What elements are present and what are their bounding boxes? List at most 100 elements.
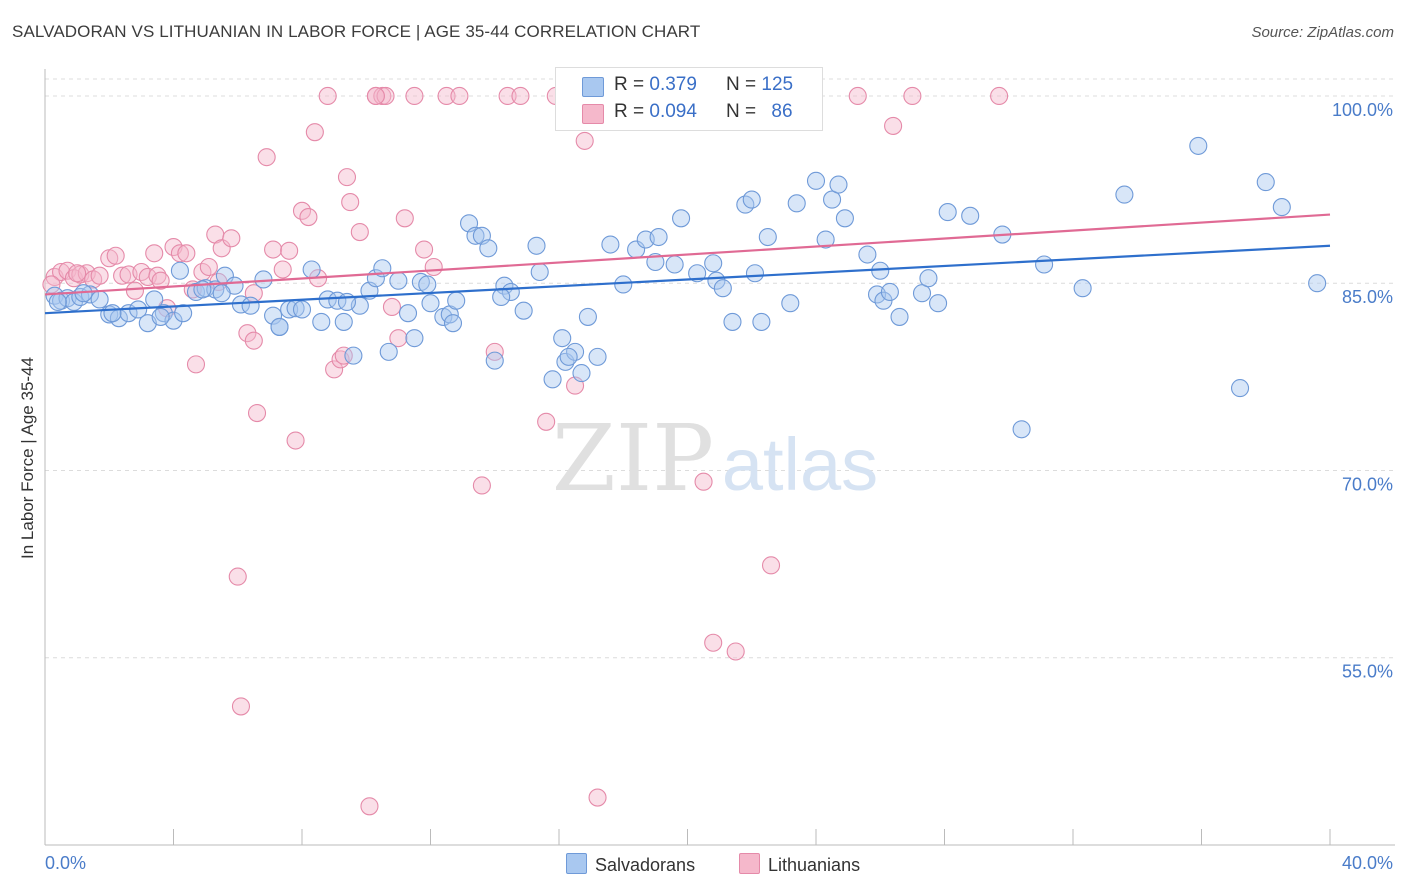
- lithuanians-point: [212, 239, 231, 258]
- salvadorans-point: [170, 261, 189, 280]
- y-tick-label: 55.0%: [1342, 662, 1393, 682]
- legend-r: R = 0.379: [614, 74, 697, 95]
- lithuanians-point: [450, 86, 469, 106]
- lithuanians-point: [366, 86, 385, 106]
- lithuanians-point: [334, 346, 353, 365]
- salvadorans-point: [264, 306, 283, 325]
- salvadorans-point: [723, 312, 742, 331]
- trend-line-lithuanians: [44, 213, 1331, 296]
- lithuanians-point: [726, 642, 745, 661]
- watermark-zip: ZIP: [552, 405, 714, 512]
- salvadorans-point: [1189, 136, 1208, 155]
- x-tick-label: 0.0%: [45, 853, 86, 873]
- salvadorans-point: [588, 347, 607, 366]
- lithuanians-point: [437, 86, 456, 106]
- salvadorans-point: [418, 275, 437, 294]
- lithuanians-point: [575, 131, 594, 150]
- lithuanians-point: [113, 266, 132, 285]
- salvadorans-point: [1012, 420, 1031, 439]
- salvadorans-point: [816, 230, 835, 249]
- salvadorans-point: [919, 269, 938, 288]
- lithuanians-point: [903, 86, 922, 106]
- salvadorans-point: [447, 291, 466, 310]
- salvadorans-point: [312, 312, 331, 331]
- lithuanians-point: [273, 260, 292, 279]
- watermark-atlas: atlas: [722, 423, 878, 506]
- salvadorans-point: [835, 209, 854, 228]
- lithuanians-point: [337, 168, 357, 187]
- salvadorans-point: [1256, 173, 1275, 192]
- salvadorans-point: [614, 275, 633, 294]
- lithuanians-point: [186, 355, 206, 374]
- lithuanians-point: [389, 329, 408, 348]
- legend-swatch-pink: [739, 853, 760, 874]
- salvadorans-point: [553, 329, 572, 348]
- lithuanians-point: [145, 244, 164, 263]
- salvadorans-point: [578, 307, 597, 326]
- lithuanians-point: [257, 148, 276, 167]
- lithuanians-point: [305, 123, 324, 142]
- lithuanians-point: [231, 697, 251, 716]
- lithuanians-point: [360, 797, 379, 816]
- salvadorans-point: [745, 264, 765, 283]
- salvadorans-point: [880, 282, 899, 302]
- salvadorans-point: [103, 304, 122, 323]
- y-tick-label: 100.0%: [1332, 100, 1393, 120]
- salvadorans-point: [1272, 198, 1291, 217]
- salvadorans-point: [781, 294, 800, 313]
- legend-swatch-blue: [566, 853, 587, 874]
- lithuanians-point: [318, 86, 337, 106]
- lithuanians-point: [498, 86, 517, 106]
- lithuanians-point: [125, 281, 144, 300]
- lithuanians-point: [415, 240, 434, 259]
- lithuanians-point: [148, 266, 167, 285]
- salvadorans-point: [443, 314, 463, 333]
- grid-lines: [45, 78, 1395, 659]
- salvadorans-point: [241, 296, 260, 315]
- lithuanians-point: [106, 246, 125, 265]
- lithuanians-point: [228, 567, 247, 586]
- salvadorans-point: [556, 352, 575, 371]
- lithuanians-point: [341, 193, 360, 212]
- salvadorans-point: [688, 264, 707, 283]
- salvadorans-point: [270, 317, 289, 336]
- lithuanians-point: [704, 633, 723, 652]
- lithuanians-point: [761, 556, 781, 575]
- stats-legend: R = 0.379 N = 125 R = 0.094 N = 86: [555, 67, 823, 131]
- salvadorans-point: [485, 351, 504, 370]
- salvadorans-point: [961, 206, 980, 225]
- x-tick-labels: 0.0% 40.0%: [45, 853, 1393, 873]
- salvadorans-point: [938, 203, 957, 222]
- lithuanians-point: [238, 324, 257, 343]
- salvadorans-point: [344, 346, 363, 365]
- salvadorans-point: [806, 171, 826, 190]
- lithuanians-point: [244, 331, 263, 350]
- lithuanians-point: [280, 241, 299, 260]
- salvadorans-point: [379, 342, 398, 361]
- lithuanians-point: [537, 412, 556, 431]
- salvadorans-point: [601, 235, 620, 254]
- legend-swatch-pink: [582, 104, 604, 124]
- lithuanians-point: [90, 266, 109, 285]
- lithuanians-point: [694, 472, 713, 491]
- salvadorans-point: [649, 227, 668, 247]
- lithuanians-point: [511, 86, 530, 106]
- salvadorans-point: [328, 291, 347, 310]
- salvadorans-point: [704, 254, 723, 273]
- salvadorans-point: [1231, 379, 1250, 398]
- y-tick-label: 70.0%: [1342, 474, 1393, 494]
- lithuanians-point: [350, 222, 369, 242]
- salvadorans-point: [80, 285, 100, 304]
- salvadorans-point: [398, 304, 418, 323]
- salvadorans-point: [823, 190, 842, 209]
- series-salvadorans: [45, 136, 1327, 439]
- salvadorans-point: [559, 347, 578, 366]
- lithuanians-point: [325, 360, 344, 379]
- lithuanians-point: [395, 209, 414, 228]
- legend-r: R = 0.094: [614, 101, 697, 122]
- lithuanians-point: [68, 264, 87, 283]
- salvadorans-point: [1115, 185, 1134, 204]
- lithuanians-point: [472, 476, 491, 495]
- legend-item-lithuanians: Lithuanians: [739, 853, 860, 876]
